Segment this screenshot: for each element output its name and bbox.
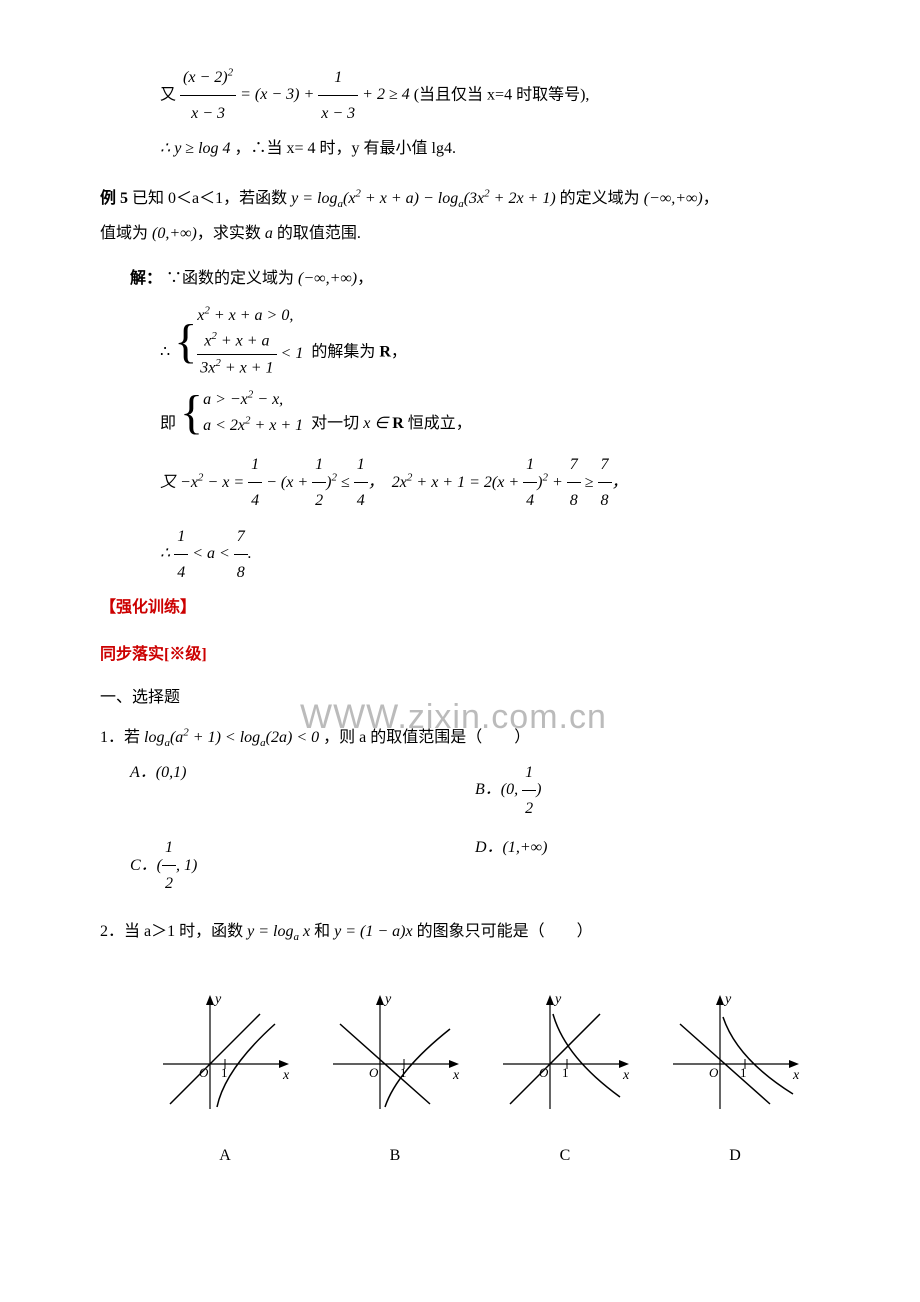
graph-label-D: D (665, 1138, 805, 1173)
q2-pre: 2．当 a＞1 时，函数 (100, 923, 247, 940)
sys2-tail-post: 恒成立， (404, 415, 472, 432)
svg-text:x: x (452, 1068, 460, 1083)
ex5-pre: 已知 0＜a＜1，若函数 (132, 190, 291, 207)
sys2-tail-pre: 对一切 (311, 415, 363, 432)
svg-text:O: O (709, 1065, 719, 1080)
text-tail: ，∴当 x= 4 时，y 有最小值 lg4. (235, 140, 456, 157)
svg-text:O: O (369, 1065, 379, 1080)
final-line: ∴ 14 < a < 78. (160, 519, 820, 590)
section-tbls: 同步落实[※级] (100, 637, 820, 672)
example-5: 例 5 已知 0＜a＜1，若函数 y = loga(x2 + x + a) − … (100, 181, 820, 216)
sol-line1: ∵函数的定义域为 (−∞,+∞)， (166, 270, 373, 287)
svg-text:y: y (553, 992, 562, 1007)
sol-label: 解： (130, 270, 162, 287)
q1-pre: 1．若 (100, 729, 144, 746)
ex5-post: 的定义域为 (−∞,+∞)， (560, 190, 719, 207)
svg-text:y: y (723, 992, 732, 1007)
solution-step-2: ∴ y ≥ log 4 ，∴当 x= 4 时，y 有最小值 lg4. (160, 131, 820, 166)
math-inline: y = loga(x2 + x + a) − loga(3x2 + 2x + 1… (291, 190, 556, 207)
graph-B: y x O 1 B (325, 989, 465, 1173)
text-cond: (当且仅当 x=4 时取等号), (414, 86, 590, 103)
bound-line: 又 −x2 − x = 14 − (x + 12)2 ≤ 14， 2x2 + x… (160, 447, 820, 518)
graph-label-B: B (325, 1138, 465, 1173)
svg-text:y: y (213, 992, 222, 1007)
system-1: ∴ { x2 + x + a > 0, x2 + x + a3x2 + x + … (160, 302, 820, 381)
svg-text:1: 1 (221, 1065, 228, 1080)
q2-post: 的图象只可能是（ ） (417, 923, 593, 940)
question-2: 2．当 a＞1 时，函数 y = loga x 和 y = (1 − a)x 的… (100, 914, 820, 949)
solution-step-1: 又 (x − 2)2x − 3 = (x − 3) + 1x − 3 + 2 ≥… (160, 60, 820, 131)
graph-D: y x O 1 D (665, 989, 805, 1173)
graph-label-A: A (155, 1138, 295, 1173)
svg-text:x: x (622, 1068, 630, 1083)
text-you: 又 (160, 86, 176, 103)
opt-B: B．(0, 12) (475, 755, 820, 826)
graph-options: y x O 1 A y x O 1 B (140, 989, 820, 1173)
q2-mid: 和 (314, 923, 334, 940)
q1-post: ，则 a 的取值范围是（ ） (323, 729, 530, 746)
section-qhxl: 【强化训练】 (100, 590, 820, 625)
math-inline: y = (1 − a)x (334, 923, 412, 940)
math-inline: loga(a2 + 1) < loga(2a) < 0 (144, 729, 319, 746)
math-inline: y = loga x (247, 923, 310, 940)
svg-text:y: y (383, 992, 392, 1007)
q1-options: A．(0,1) B．(0, 12) C．(12, 1) D．(1,+∞) (130, 755, 820, 906)
math-inline: (x − 2)2x − 3 = (x − 3) + 1x − 3 + 2 ≥ 4 (180, 86, 414, 103)
section-xzt: 一、选择题 (100, 680, 820, 715)
svg-text:x: x (282, 1068, 290, 1083)
solution-start: 解： ∵函数的定义域为 (−∞,+∞)， (130, 261, 820, 296)
question-1: 1．若 loga(a2 + 1) < loga(2a) < 0 ，则 a 的取值… (100, 720, 820, 755)
system-2: 即 { a > −x2 − x, a < 2x2 + x + 1 对一切 x ∈… (160, 387, 820, 441)
opt-D: D．(1,+∞) (475, 830, 820, 901)
opt-A: A．(0,1) (130, 755, 475, 826)
sys1-tail: 的解集为 (311, 344, 379, 361)
svg-text:x: x (792, 1068, 800, 1083)
math-inline: ∴ y ≥ log 4 (160, 140, 231, 157)
graph-A: y x O 1 A (155, 989, 295, 1173)
graph-label-C: C (495, 1138, 635, 1173)
example-label: 例 5 (100, 190, 128, 207)
ex5-line2: 值域为 (0,+∞)，求实数 a 的取值范围. (100, 216, 820, 251)
graph-C: y x O 1 C (495, 989, 635, 1173)
opt-C: C．(12, 1) (130, 830, 475, 901)
svg-text:1: 1 (562, 1065, 569, 1080)
sys2-pre: 即 (160, 415, 176, 432)
